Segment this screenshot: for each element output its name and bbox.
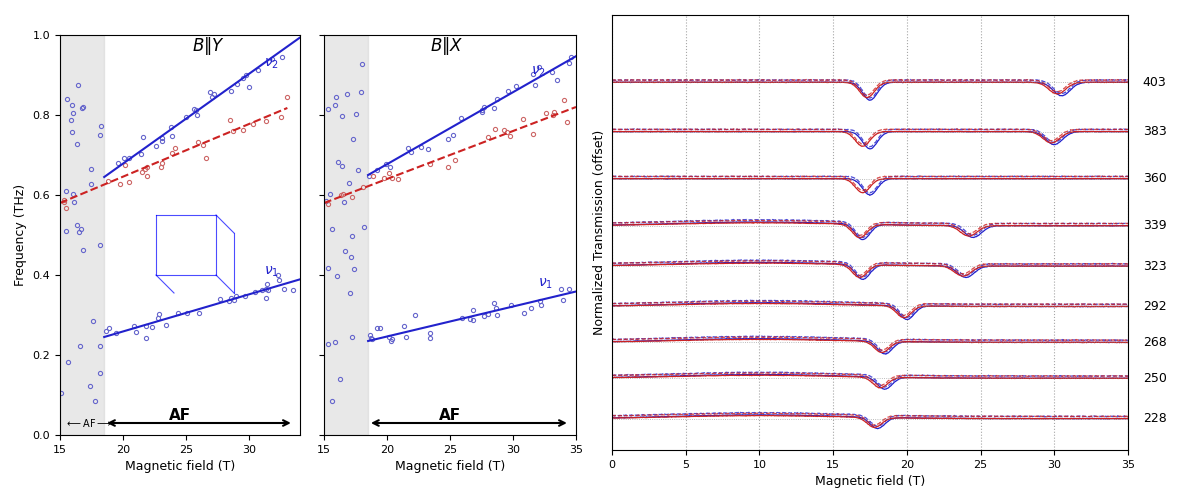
Text: 360: 360 bbox=[1142, 172, 1166, 185]
Text: $\nu_2$: $\nu_2$ bbox=[530, 65, 546, 80]
X-axis label: Magnetic field (T): Magnetic field (T) bbox=[125, 460, 235, 473]
Text: 268: 268 bbox=[1142, 336, 1166, 349]
X-axis label: Magnetic field (T): Magnetic field (T) bbox=[815, 476, 925, 488]
Text: AF: AF bbox=[439, 408, 461, 423]
Text: 292: 292 bbox=[1142, 300, 1166, 313]
Text: AF: AF bbox=[169, 408, 191, 423]
Text: 250: 250 bbox=[1142, 372, 1166, 384]
Text: $\longleftarrow$AF$\longrightarrow$: $\longleftarrow$AF$\longrightarrow$ bbox=[65, 417, 113, 429]
Text: $\nu_2$: $\nu_2$ bbox=[264, 57, 278, 72]
Y-axis label: Frequency (THz): Frequency (THz) bbox=[14, 184, 26, 286]
Text: $B\|Y$: $B\|Y$ bbox=[192, 35, 224, 57]
Text: $\nu_1$: $\nu_1$ bbox=[539, 277, 553, 291]
Text: 383: 383 bbox=[1142, 125, 1166, 138]
Text: 228: 228 bbox=[1142, 412, 1166, 425]
Bar bbox=[324, 35, 368, 435]
Bar bbox=[60, 35, 104, 435]
Text: 323: 323 bbox=[1142, 260, 1166, 272]
Text: 339: 339 bbox=[1142, 220, 1166, 232]
Y-axis label: Normalized Transmission (offset): Normalized Transmission (offset) bbox=[594, 130, 606, 335]
Text: $B\|X$: $B\|X$ bbox=[430, 35, 463, 57]
Text: $\nu_1$: $\nu_1$ bbox=[264, 265, 280, 280]
Text: 403: 403 bbox=[1142, 76, 1166, 89]
X-axis label: Magnetic field (T): Magnetic field (T) bbox=[395, 460, 505, 473]
